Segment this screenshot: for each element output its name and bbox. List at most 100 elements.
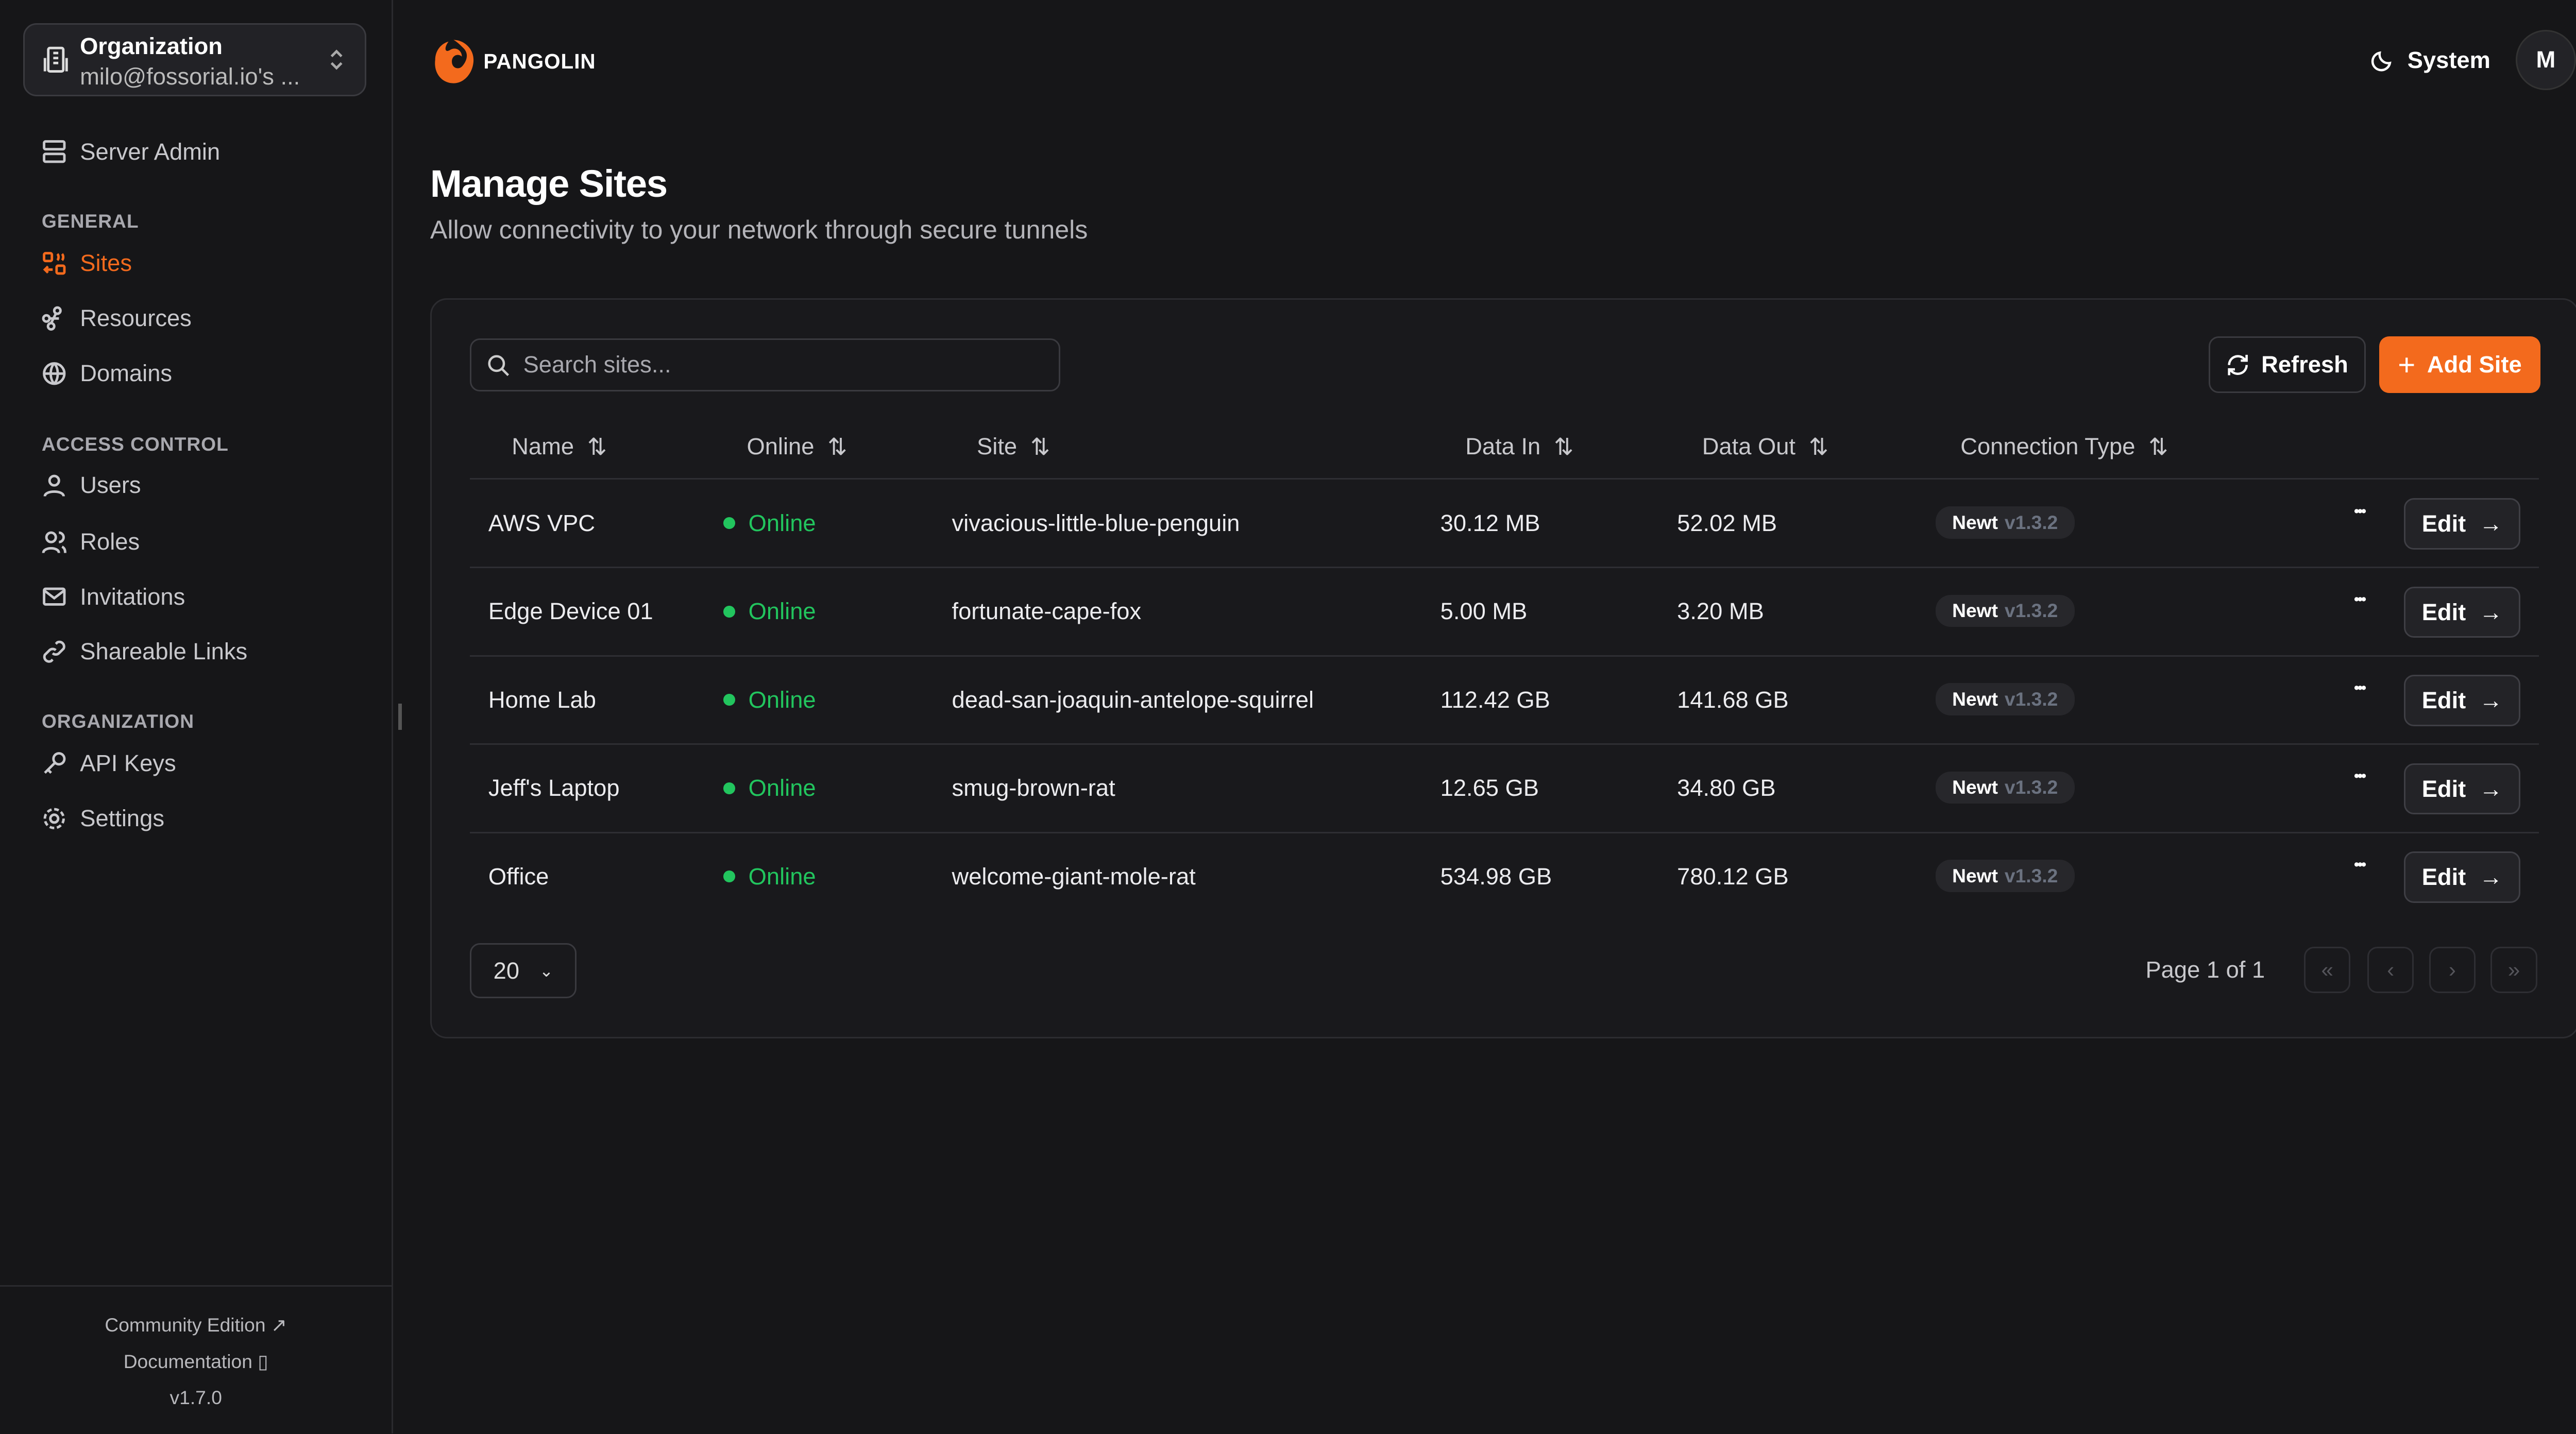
brand-logo[interactable]: PANGOLIN <box>430 37 596 87</box>
add-site-button[interactable]: + Add Site <box>2379 336 2541 394</box>
status-dot <box>723 605 735 618</box>
more-actions-button[interactable]: ••• <box>2353 856 2366 873</box>
status-online: Online <box>723 687 816 713</box>
nav-label: Resources <box>80 305 192 332</box>
documentation-link[interactable]: Documentation ▯ <box>0 1350 392 1373</box>
connection-version: v1.3.2 <box>2004 600 2058 622</box>
nav-settings[interactable]: Settings <box>42 805 164 832</box>
nav-roles[interactable]: Roles <box>42 528 140 555</box>
next-page-button[interactable]: › <box>2429 946 2476 994</box>
column-header-connection-type[interactable]: Connection Type ⇅ <box>1960 433 2168 460</box>
moon-icon <box>2371 51 2392 72</box>
org-switcher[interactable]: Organization milo@fossorial.io's ... <box>23 23 367 97</box>
column-label: Name <box>512 433 574 460</box>
first-page-button[interactable]: « <box>2303 946 2351 994</box>
brand-name: PANGOLIN <box>483 49 596 74</box>
status-label: Online <box>748 509 816 536</box>
site-id: vivacious-little-blue-penguin <box>952 509 1240 536</box>
docs-label: Documentation <box>123 1351 252 1373</box>
connection-type: Newt <box>1952 688 1998 710</box>
column-header-online[interactable]: Online ⇅ <box>747 433 847 460</box>
sites-card: Search sites... Refresh + Add Site Name ⇅… <box>430 298 2576 1038</box>
nav-shareable-links[interactable]: Shareable Links <box>42 638 247 665</box>
more-actions-button[interactable]: ••• <box>2353 591 2366 608</box>
column-header-data-out[interactable]: Data Out ⇅ <box>1702 433 1828 460</box>
status-online: Online <box>723 598 816 625</box>
section-organization: ORGANIZATION <box>41 710 195 732</box>
sort-icon: ⇅ <box>1808 434 1828 460</box>
edit-button[interactable]: Edit → <box>2404 675 2521 726</box>
nav-api-keys[interactable]: API Keys <box>42 750 176 777</box>
refresh-button[interactable]: Refresh <box>2209 336 2366 394</box>
connection-type-badge: Newt v1.3.2 <box>1935 860 2075 892</box>
edit-button[interactable]: Edit → <box>2404 586 2521 638</box>
connection-type-badge: Newt v1.3.2 <box>1935 594 2075 627</box>
column-label: Data Out <box>1702 433 1795 460</box>
sidebar-resize-handle[interactable] <box>398 703 402 730</box>
data-out: 34.80 GB <box>1677 775 1776 801</box>
table-row: Jeff's Laptop Online smug-brown-rat 12.6… <box>470 743 2539 833</box>
connection-type: Newt <box>1952 511 1998 533</box>
last-page-button[interactable]: » <box>2490 946 2537 994</box>
connection-version: v1.3.2 <box>2004 511 2058 533</box>
globe-icon <box>43 362 66 385</box>
site-id: smug-brown-rat <box>952 775 1115 801</box>
theme-toggle[interactable]: System <box>2371 47 2490 74</box>
arrow-right-icon: → <box>2479 510 2503 537</box>
nav-sites[interactable]: Sites <box>42 250 132 277</box>
avatar[interactable]: M <box>2516 30 2576 90</box>
table-row: AWS VPC Online vivacious-little-blue-pen… <box>470 478 2539 568</box>
connection-version: v1.3.2 <box>2004 688 2058 710</box>
nav-resources[interactable]: Resources <box>42 305 192 332</box>
column-header-data-in[interactable]: Data In ⇅ <box>1465 433 1573 460</box>
arrow-right-icon: → <box>2479 687 2503 714</box>
more-actions-button[interactable]: ••• <box>2353 679 2366 696</box>
chevron-down-icon: ⌄ <box>539 961 554 980</box>
connection-type: Newt <box>1952 776 1998 798</box>
section-access-control: ACCESS CONTROL <box>41 433 229 455</box>
column-header-site[interactable]: Site ⇅ <box>977 433 1050 460</box>
search-input[interactable]: Search sites... <box>470 338 1060 392</box>
nav-domains[interactable]: Domains <box>42 360 172 387</box>
page-info: Page 1 of 1 <box>2145 957 2265 983</box>
gear-icon <box>43 808 65 829</box>
connection-version: v1.3.2 <box>2004 776 2058 798</box>
key-icon <box>44 752 66 774</box>
org-label: Organization <box>80 33 223 60</box>
status-label: Online <box>748 686 816 713</box>
sort-icon: ⇅ <box>2148 434 2168 460</box>
search-icon <box>488 355 510 376</box>
sort-icon: ⇅ <box>827 434 848 460</box>
column-label: Connection Type <box>1960 433 2136 460</box>
prev-page-button[interactable]: ‹ <box>2367 946 2414 994</box>
nav-label: Invitations <box>80 583 185 610</box>
more-actions-button[interactable]: ••• <box>2353 503 2366 520</box>
column-label: Data In <box>1465 433 1541 460</box>
page-size-select[interactable]: 20 ⌄ <box>470 943 577 999</box>
nav-invitations[interactable]: Invitations <box>42 584 185 610</box>
data-out: 3.20 MB <box>1677 598 1764 625</box>
edit-button[interactable]: Edit → <box>2404 763 2521 815</box>
edit-button[interactable]: Edit → <box>2404 851 2521 903</box>
data-out: 780.12 GB <box>1677 863 1789 890</box>
status-dot <box>723 782 735 794</box>
status-label: Online <box>748 863 816 890</box>
nav-users[interactable]: Users <box>42 472 141 499</box>
nav-server-admin[interactable]: Server Admin <box>42 139 220 165</box>
column-header-name[interactable]: Name ⇅ <box>512 433 607 460</box>
status-online: Online <box>723 775 816 801</box>
community-label: Community Edition <box>105 1313 266 1336</box>
edit-button[interactable]: Edit → <box>2404 498 2521 550</box>
status-dot <box>723 870 735 883</box>
community-edition-link[interactable]: Community Edition ↗ <box>0 1313 392 1336</box>
more-actions-button[interactable]: ••• <box>2353 768 2366 785</box>
users-icon <box>42 531 66 553</box>
edit-label: Edit <box>2421 775 2466 802</box>
site-name: Home Lab <box>488 686 596 713</box>
data-in: 534.98 GB <box>1440 863 1552 890</box>
page-size-value: 20 <box>493 957 520 984</box>
nav-label: Settings <box>80 805 164 831</box>
connection-type: Newt <box>1952 864 1998 886</box>
user-icon <box>43 474 65 497</box>
connection-type-badge: Newt v1.3.2 <box>1935 771 2075 804</box>
